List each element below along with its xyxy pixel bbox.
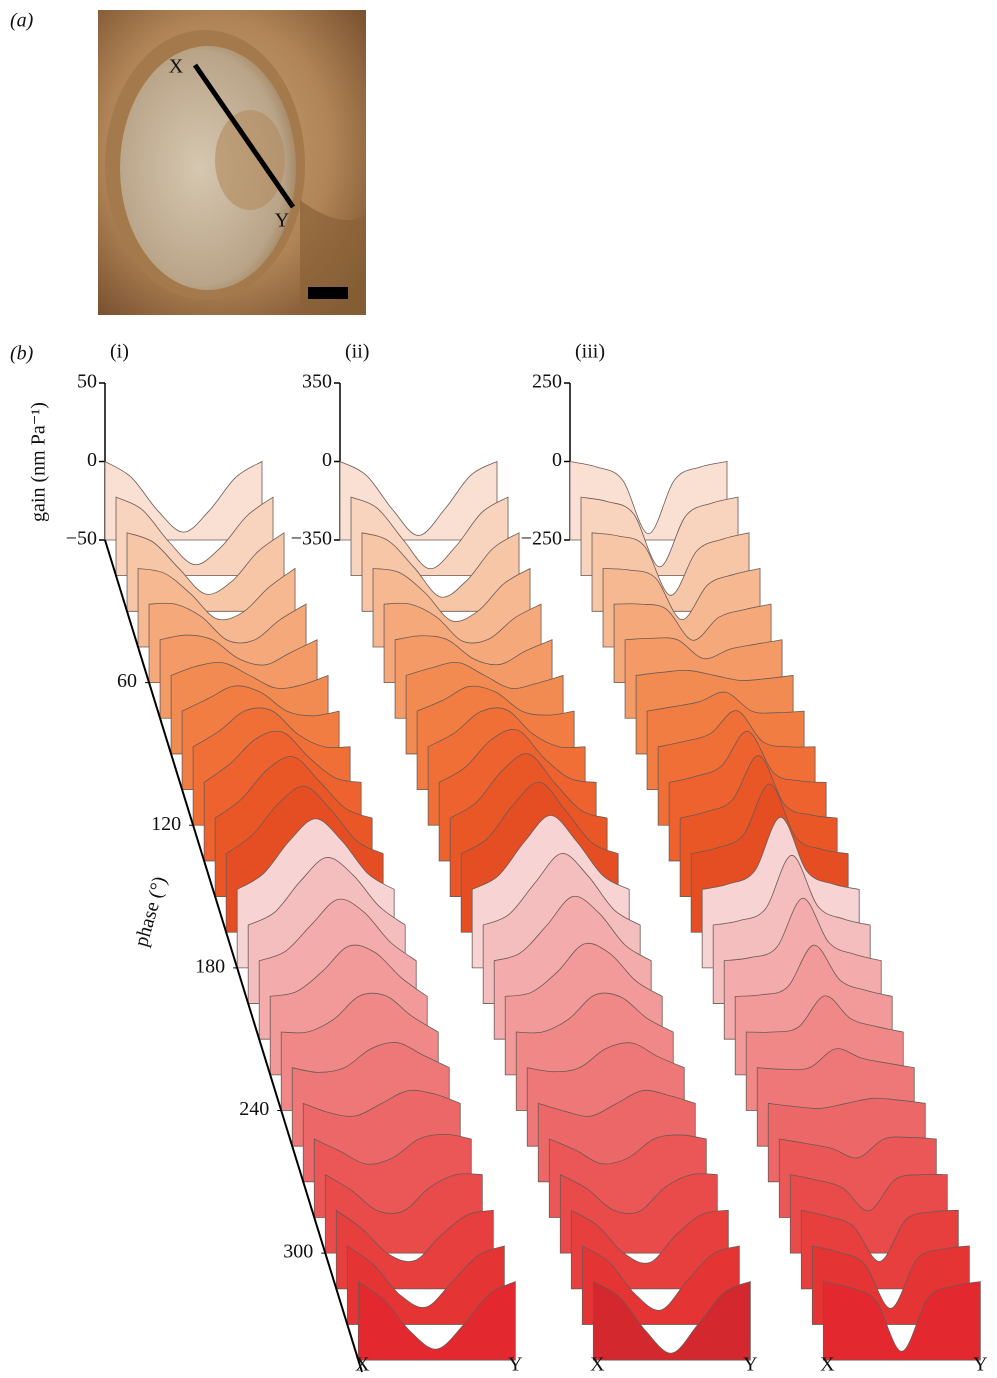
panel-label: (b) [10, 343, 34, 365]
panel-title: (iii) [575, 341, 605, 363]
phase-tick-label: 300 [283, 1241, 313, 1263]
panel-title: (ii) [345, 341, 369, 363]
y-tick-label: −250 [521, 528, 562, 550]
phase-tick-label: 120 [151, 813, 181, 835]
panel-title: (i) [110, 341, 129, 363]
x-end-label: X [355, 1354, 370, 1376]
y-tick-label: 0 [322, 449, 332, 471]
y-tick-label: 50 [77, 371, 97, 393]
x-end-label: Y [508, 1354, 522, 1376]
section-line [192, 63, 296, 209]
phase-axis [104, 539, 363, 1373]
photo [98, 10, 366, 315]
phase-tick-label: 180 [195, 955, 225, 977]
panel: (ii) −350 0 350 X Y [291, 341, 758, 1376]
y-axis-label: gain (nm Pa⁻¹) [28, 402, 50, 522]
x-end-label: X [590, 1354, 605, 1376]
point-label: X [169, 56, 184, 78]
y-tick-label: 0 [552, 449, 562, 471]
phase-tick-label: 60 [117, 670, 137, 692]
trace [822, 1281, 981, 1361]
x-end-label: Y [973, 1354, 987, 1376]
photo-tissue [300, 200, 366, 315]
y-tick-label: −350 [291, 528, 332, 550]
photo-feature [215, 110, 285, 210]
y-tick-label: 250 [532, 371, 562, 393]
x-end-label: Y [743, 1354, 757, 1376]
y-tick-label: 350 [302, 371, 332, 393]
x-end-label: X [820, 1354, 835, 1376]
panel: (i) −50 0 50 gain (nm Pa⁻¹) 60 120 180 240 300 pha… [28, 341, 523, 1376]
y-tick-label: −50 [66, 528, 97, 550]
phase-tick-label: 240 [239, 1098, 269, 1120]
y-tick-label: 0 [87, 449, 97, 471]
panel-label: (a) [10, 10, 34, 32]
phase-axis-label: phase (°) [130, 874, 171, 949]
panel: (iii) −250 0 250 X Y [521, 341, 988, 1376]
trace [592, 1280, 751, 1361]
trace [357, 1280, 516, 1361]
point-label: Y [275, 210, 289, 232]
scale-bar [308, 287, 348, 299]
photo-membrane [120, 46, 296, 290]
